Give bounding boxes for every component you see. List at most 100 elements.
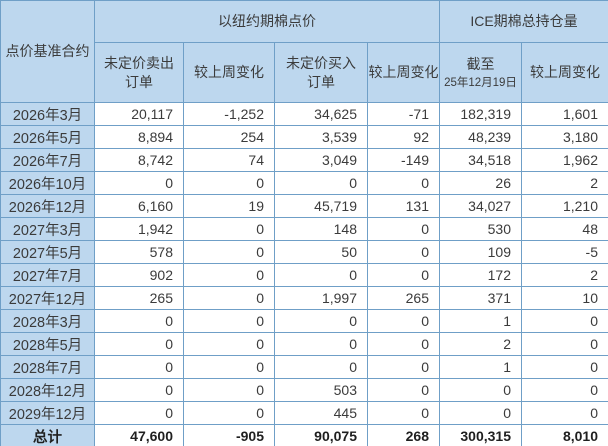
value-cell: 0 <box>521 332 608 356</box>
row-label: 2027年3月 <box>0 217 95 241</box>
value-cell: 0 <box>183 309 275 333</box>
total-value-cell: 47,600 <box>94 424 184 446</box>
value-cell: 578 <box>94 240 184 264</box>
value-cell: 0 <box>183 378 275 402</box>
value-cell: -149 <box>367 148 440 172</box>
total-value-cell: 300,315 <box>439 424 522 446</box>
value-cell: -5 <box>521 240 608 264</box>
value-cell: 0 <box>183 355 275 379</box>
value-cell: 0 <box>183 263 275 287</box>
value-cell: 3,539 <box>274 125 368 149</box>
total-label: 总计 <box>0 424 95 446</box>
value-cell: 8,742 <box>94 148 184 172</box>
value-cell: 10 <box>521 286 608 310</box>
value-cell: 0 <box>94 378 184 402</box>
value-cell: 0 <box>183 217 275 241</box>
col-header-unpriced-sell: 未定价卖出 订单 <box>94 42 184 103</box>
value-cell: 92 <box>367 125 440 149</box>
value-cell: 6,160 <box>94 194 184 218</box>
value-cell: 74 <box>183 148 275 172</box>
table-row: 2026年5月 8,894 254 3,539 92 48,239 3,180 <box>0 125 608 149</box>
value-cell: 0 <box>367 401 440 425</box>
value-cell: 2 <box>439 332 522 356</box>
value-cell: 0 <box>367 217 440 241</box>
row-label: 2028年7月 <box>0 355 95 379</box>
total-value-cell: 8,010 <box>521 424 608 446</box>
sub-header-row: 未定价卖出 订单 较上周变化 未定价买入 订单 较上周变化 截至 25年12月1… <box>1 42 608 103</box>
table-body: 2026年3月 20,117 -1,252 34,625 -71 182,319 1,601… <box>0 102 608 446</box>
value-cell: 503 <box>274 378 368 402</box>
value-cell: 20,117 <box>94 102 184 126</box>
row-label: 2026年5月 <box>0 125 95 149</box>
total-value-cell: 268 <box>367 424 440 446</box>
value-cell: 0 <box>367 378 440 402</box>
table-row: 2027年5月 578 0 50 0 109 -5 <box>0 240 608 264</box>
table-row: 2027年7月 902 0 0 0 172 2 <box>0 263 608 287</box>
value-cell: 0 <box>439 378 522 402</box>
table-row: 2028年3月 0 0 0 0 1 0 <box>0 309 608 333</box>
value-cell: 0 <box>183 332 275 356</box>
value-cell: 530 <box>439 217 522 241</box>
value-cell: 902 <box>94 263 184 287</box>
row-label: 2027年5月 <box>0 240 95 264</box>
value-cell: 0 <box>367 309 440 333</box>
value-cell: 0 <box>183 401 275 425</box>
row-label: 2028年12月 <box>0 378 95 402</box>
value-cell: 0 <box>274 332 368 356</box>
table-row: 2026年7月 8,742 74 3,049 -149 34,518 1,962 <box>0 148 608 172</box>
value-cell: 1,601 <box>521 102 608 126</box>
value-cell: 0 <box>94 355 184 379</box>
value-cell: 45,719 <box>274 194 368 218</box>
value-cell: 48 <box>521 217 608 241</box>
value-cell: 1,942 <box>94 217 184 241</box>
table-row: 2026年10月 0 0 0 0 26 2 <box>0 171 608 195</box>
group-header-row: 点价基准合约 以纽约期棉点价 ICE期棉总持仓量 <box>0 0 608 103</box>
value-cell: 1,210 <box>521 194 608 218</box>
asof-label: 截至 <box>466 55 495 72</box>
col-header-wow-change-1: 较上周变化 <box>183 42 275 103</box>
table-row: 2026年12月 6,160 19 45,719 131 34,027 1,210 <box>0 194 608 218</box>
value-cell: 0 <box>367 332 440 356</box>
value-cell: 265 <box>94 286 184 310</box>
value-cell: 265 <box>367 286 440 310</box>
col-header-asof: 截至 25年12月19日 <box>439 42 522 103</box>
row-label: 2028年3月 <box>0 309 95 333</box>
value-cell: 48,239 <box>439 125 522 149</box>
row-label: 2027年12月 <box>0 286 95 310</box>
value-cell: 0 <box>367 263 440 287</box>
value-cell: 0 <box>94 171 184 195</box>
value-cell: 0 <box>183 286 275 310</box>
value-cell: 2 <box>521 263 608 287</box>
value-cell: 8,894 <box>94 125 184 149</box>
value-cell: 0 <box>274 309 368 333</box>
value-cell: 182,319 <box>439 102 522 126</box>
value-cell: 148 <box>274 217 368 241</box>
value-cell: 19 <box>183 194 275 218</box>
row-label: 2028年5月 <box>0 332 95 356</box>
group-header-ice-oi: ICE期棉总持仓量 <box>439 0 608 43</box>
value-cell: 445 <box>274 401 368 425</box>
row-label: 2026年12月 <box>0 194 95 218</box>
value-cell: 0 <box>439 401 522 425</box>
table-row: 2028年12月 0 0 503 0 0 0 <box>0 378 608 402</box>
value-cell: 34,518 <box>439 148 522 172</box>
value-cell: 0 <box>521 355 608 379</box>
value-cell: 1,997 <box>274 286 368 310</box>
value-cell: 0 <box>94 401 184 425</box>
value-cell: 34,027 <box>439 194 522 218</box>
corner-header: 点价基准合约 <box>0 0 95 103</box>
value-cell: 1 <box>439 355 522 379</box>
value-cell: 0 <box>183 171 275 195</box>
value-cell: 0 <box>94 309 184 333</box>
value-cell: 0 <box>521 309 608 333</box>
row-label: 2029年12月 <box>0 401 95 425</box>
col-header-wow-change-2: 较上周变化 <box>367 42 440 103</box>
value-cell: 50 <box>274 240 368 264</box>
value-cell: -71 <box>367 102 440 126</box>
total-row: 总计 47,600 -905 90,075 268 300,315 8,010 <box>0 424 608 446</box>
value-cell: 2 <box>521 171 608 195</box>
value-cell: 0 <box>367 171 440 195</box>
value-cell: 1,962 <box>521 148 608 172</box>
